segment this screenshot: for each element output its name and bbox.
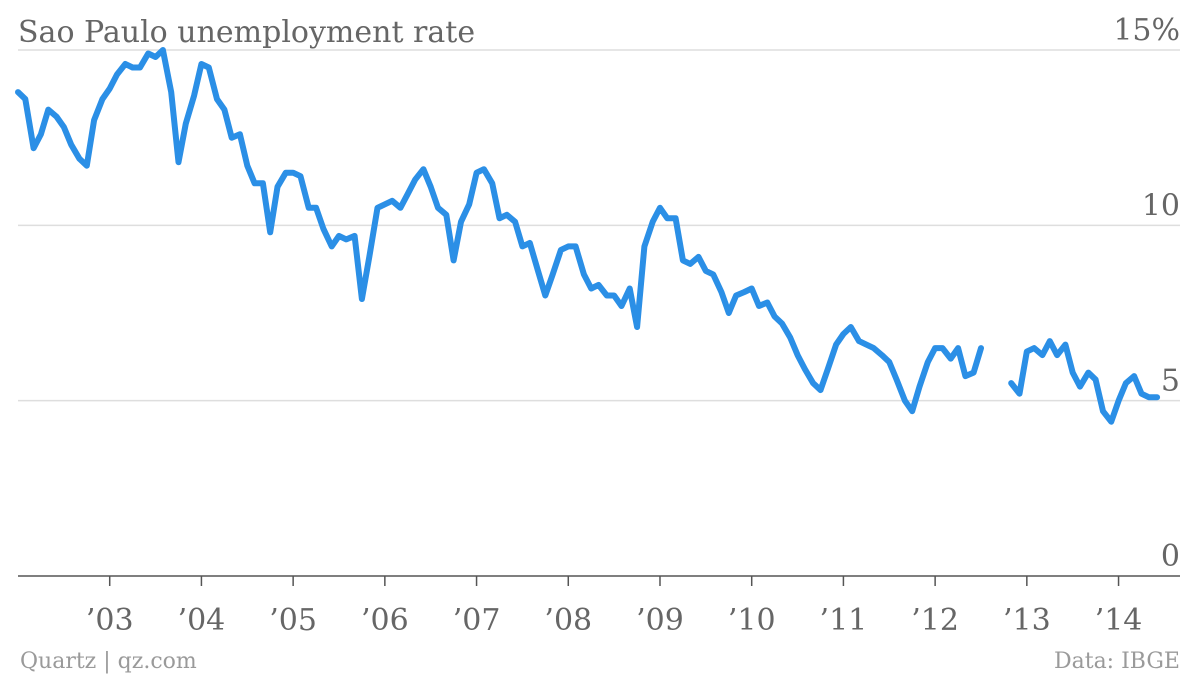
x-tick-label: ’13	[1003, 603, 1051, 638]
x-tick-label: ’08	[544, 603, 592, 638]
chart-title: Sao Paulo unemployment rate	[18, 15, 475, 50]
y-tick-label: 15%	[1113, 13, 1180, 48]
footer-source-right: Data: IBGE	[1054, 649, 1180, 674]
y-tick-label: 5	[1161, 364, 1180, 399]
axis-layer: 15% 10 5 0 ’03 ’04 ’05 ’06 ’07 ’08 ’09 ’10 ’11 ’12 ’13…	[18, 13, 1180, 638]
series-layer	[15, 47, 1161, 425]
footer-source-left: Quartz | qz.com	[20, 649, 197, 674]
y-tick-label: 10	[1142, 188, 1180, 223]
grid-layer	[18, 49, 1180, 402]
x-tick-label: ’06	[361, 603, 409, 638]
x-tick-label: ’03	[86, 603, 134, 638]
series-line	[1008, 338, 1161, 425]
x-tick-label: ’04	[178, 603, 226, 638]
x-tick-label: ’12	[911, 603, 959, 638]
x-tick-label: ’14	[1095, 603, 1143, 638]
y-tick-label: 0	[1161, 539, 1180, 574]
x-tick-label: ’07	[453, 603, 501, 638]
x-tick-label: ’10	[728, 603, 776, 638]
x-tick-label: ’11	[820, 603, 868, 638]
x-tick-label: ’09	[636, 603, 684, 638]
x-tick-label: ’05	[269, 603, 317, 638]
series-line	[15, 47, 984, 415]
